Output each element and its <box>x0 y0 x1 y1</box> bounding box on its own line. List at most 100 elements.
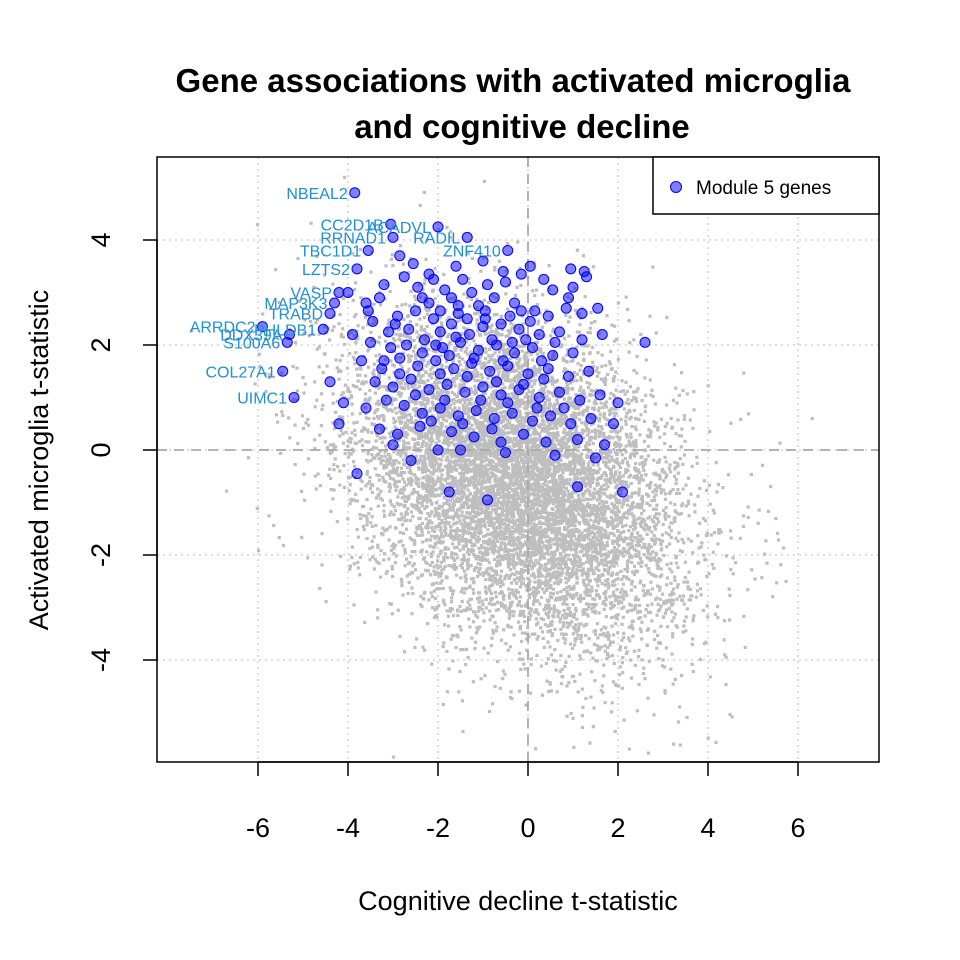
background-gene-point <box>449 637 453 641</box>
background-gene-point <box>501 677 505 681</box>
background-gene-point <box>498 581 502 585</box>
background-gene-point <box>506 439 510 443</box>
background-gene-point <box>362 382 366 386</box>
background-gene-point <box>505 418 510 422</box>
background-gene-point <box>556 545 560 549</box>
background-gene-point <box>368 486 373 490</box>
background-gene-point <box>409 339 413 344</box>
background-gene-point <box>563 537 567 541</box>
background-gene-point <box>618 481 622 485</box>
background-gene-point <box>472 580 476 584</box>
background-gene-point <box>609 493 613 498</box>
background-gene-point <box>654 574 658 578</box>
background-gene-point <box>429 493 433 497</box>
background-gene-point <box>521 322 525 326</box>
background-gene-point <box>427 530 431 534</box>
background-gene-point <box>658 588 662 592</box>
background-gene-point <box>460 368 464 372</box>
background-gene-point <box>580 687 584 691</box>
background-gene-point <box>535 303 540 307</box>
background-gene-point <box>623 568 627 572</box>
background-gene-point <box>472 591 476 595</box>
background-gene-point <box>440 321 444 325</box>
background-gene-point <box>538 365 542 369</box>
background-gene-point <box>659 487 663 492</box>
background-gene-point <box>579 622 583 626</box>
background-gene-point <box>505 513 509 517</box>
background-gene-point <box>487 517 491 521</box>
background-gene-point <box>668 463 672 467</box>
background-gene-point <box>353 433 357 437</box>
background-gene-point <box>365 523 369 527</box>
background-gene-point <box>411 491 415 495</box>
background-gene-point <box>544 406 548 410</box>
background-gene-point <box>411 514 415 519</box>
background-gene-point <box>642 509 646 513</box>
background-gene-point <box>458 363 462 367</box>
background-gene-point <box>612 511 616 515</box>
background-gene-point <box>622 530 626 534</box>
background-gene-point <box>376 493 380 498</box>
background-gene-point <box>543 563 548 567</box>
background-gene-point <box>601 690 605 695</box>
background-gene-point <box>587 442 591 446</box>
background-gene-point <box>686 585 690 589</box>
background-gene-point <box>630 542 634 546</box>
background-gene-point <box>616 631 620 635</box>
background-gene-point <box>440 477 444 481</box>
background-gene-point <box>627 747 631 751</box>
background-gene-point <box>549 539 553 543</box>
background-gene-point <box>688 418 692 422</box>
background-gene-point <box>611 474 616 478</box>
background-gene-point <box>581 503 585 507</box>
background-gene-point <box>446 476 450 480</box>
background-gene-point <box>385 457 389 461</box>
background-gene-point <box>272 524 276 528</box>
background-gene-point <box>471 507 475 511</box>
background-gene-point <box>619 449 623 453</box>
background-gene-point <box>689 539 693 543</box>
background-gene-point <box>410 420 414 425</box>
background-gene-point <box>490 376 494 380</box>
background-gene-point <box>756 521 760 525</box>
background-gene-point <box>671 598 675 602</box>
background-gene-point <box>348 502 352 506</box>
background-gene-point <box>480 558 484 563</box>
background-gene-point <box>453 445 457 449</box>
background-gene-point <box>606 645 610 650</box>
background-gene-point <box>517 526 521 530</box>
background-gene-point <box>561 509 565 513</box>
background-gene-point <box>293 340 298 344</box>
background-gene-point <box>430 376 434 380</box>
background-gene-point <box>776 538 781 542</box>
background-gene-point <box>566 496 570 500</box>
background-gene-point <box>460 599 464 603</box>
background-gene-point <box>496 497 500 501</box>
background-gene-point <box>382 465 386 469</box>
background-gene-point <box>583 590 587 594</box>
background-gene-point <box>392 462 397 466</box>
background-gene-point <box>542 544 546 548</box>
background-gene-point <box>663 689 667 693</box>
background-gene-point <box>450 564 454 568</box>
background-gene-point <box>542 407 546 411</box>
background-gene-point <box>621 671 625 675</box>
background-gene-point <box>464 541 468 545</box>
background-gene-point <box>513 529 517 534</box>
background-gene-point <box>560 533 564 537</box>
background-gene-point <box>508 533 512 537</box>
background-gene-point <box>461 332 465 336</box>
background-gene-point <box>488 584 492 588</box>
background-gene-point <box>402 426 406 430</box>
background-gene-point <box>341 296 345 300</box>
background-gene-point <box>465 426 469 430</box>
background-gene-point <box>587 604 591 609</box>
background-gene-point <box>539 458 543 462</box>
background-gene-point <box>464 663 468 667</box>
background-gene-point <box>424 517 428 521</box>
background-gene-point <box>536 599 540 603</box>
background-gene-point <box>467 539 471 543</box>
background-gene-point <box>350 556 354 560</box>
background-gene-point <box>650 518 654 522</box>
